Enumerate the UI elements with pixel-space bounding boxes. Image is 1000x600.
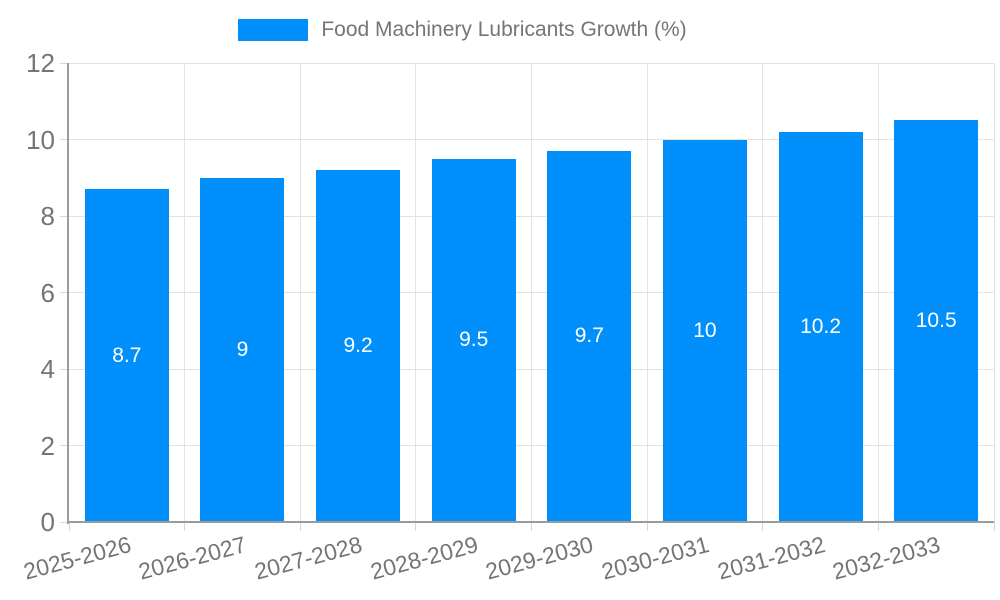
x-gridline xyxy=(762,63,764,522)
legend-label: Food Machinery Lubricants Growth (%) xyxy=(321,18,687,41)
x-gridline xyxy=(993,63,995,522)
x-gridline xyxy=(299,63,301,522)
y-tick-mark xyxy=(60,445,69,446)
legend[interactable]: Food Machinery Lubricants Growth (%) xyxy=(0,16,925,44)
y-axis-line xyxy=(67,63,69,524)
y-tick-mark xyxy=(60,292,69,293)
y-tick-mark xyxy=(60,521,69,523)
y-tick-label: 12 xyxy=(26,48,55,78)
y-tick-label: 6 xyxy=(40,277,55,308)
bar[interactable] xyxy=(200,177,285,521)
x-tick-mark xyxy=(646,522,648,531)
bar[interactable] xyxy=(316,170,401,521)
y-tick-mark xyxy=(60,62,69,64)
y-tick-label: 0 xyxy=(40,507,55,537)
x-gridline xyxy=(646,63,648,522)
x-tick-mark xyxy=(415,522,417,531)
x-tick-mark xyxy=(68,522,70,531)
x-tick-mark xyxy=(531,522,532,531)
x-tick-mark xyxy=(762,522,764,531)
x-tick-mark xyxy=(299,522,301,531)
x-axis-line xyxy=(67,521,994,523)
y-tick-mark xyxy=(60,215,69,217)
x-tick-mark xyxy=(184,522,186,531)
bar[interactable] xyxy=(894,120,979,521)
y-tick-mark xyxy=(60,368,69,370)
y-tick-label: 8 xyxy=(40,201,55,231)
bar[interactable] xyxy=(547,150,632,521)
bar[interactable] xyxy=(662,139,747,521)
bar[interactable] xyxy=(778,131,863,521)
bar[interactable] xyxy=(84,189,169,521)
y-tick-label: 10 xyxy=(26,124,55,155)
y-tick-mark xyxy=(60,139,69,140)
x-gridline xyxy=(415,63,417,522)
bar[interactable] xyxy=(431,158,516,521)
x-tick-mark xyxy=(877,522,879,531)
y-tick-label: 4 xyxy=(40,354,55,384)
x-gridline xyxy=(184,63,186,522)
x-gridline xyxy=(877,63,879,522)
x-gridline xyxy=(531,63,532,522)
y-tick-label: 2 xyxy=(40,430,55,461)
legend-swatch-icon xyxy=(238,19,309,41)
x-tick-mark xyxy=(993,522,995,531)
